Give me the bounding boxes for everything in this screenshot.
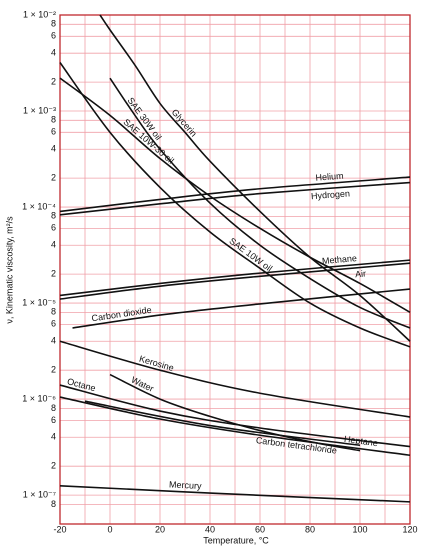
y-tick-label: 6: [51, 127, 56, 137]
series-label: Methane: [322, 253, 358, 266]
line-series: [84, 400, 361, 447]
y-tick-label: 2: [51, 365, 56, 375]
y-tick-label: 8: [51, 211, 56, 221]
y-tick-label: 8: [51, 19, 56, 29]
series-label: Mercury: [169, 479, 202, 491]
y-tick-label: 6: [51, 415, 56, 425]
plot-frame: [59, 14, 411, 525]
y-tick-label: 8: [51, 403, 56, 413]
y-tick-label: 4: [51, 336, 56, 346]
x-tick-label: 20: [155, 524, 165, 534]
line-series: [109, 77, 411, 329]
y-tick-label: 4: [51, 240, 56, 250]
y-tick-label: 2: [51, 173, 56, 183]
line-series: [59, 384, 411, 448]
y-tick-label: 1 × 10⁻⁷: [23, 489, 56, 499]
series-label: Heptane: [343, 434, 378, 448]
x-tick-label: 40: [205, 524, 215, 534]
y-tick-label: 6: [51, 31, 56, 41]
y-tick-label: 6: [51, 223, 56, 233]
series-label: Helium: [315, 171, 344, 183]
line-series: [99, 14, 411, 342]
series-label: SAE 10W oil: [227, 236, 274, 274]
x-tick-label: -20: [53, 524, 66, 534]
series-label: Glycerin: [170, 107, 199, 139]
y-tick-label: 6: [51, 319, 56, 329]
line-series: [59, 181, 411, 216]
y-tick-label: 2: [51, 76, 56, 86]
line-series: [59, 484, 411, 503]
y-tick-label: 1 × 10⁻⁶: [22, 393, 56, 403]
line-series: [59, 62, 411, 348]
y-tick-label: 8: [51, 115, 56, 125]
x-tick-label: 60: [255, 524, 265, 534]
line-series: [59, 77, 411, 314]
y-tick-label: 4: [51, 144, 56, 154]
line-series: [59, 259, 411, 297]
line-series: [72, 288, 411, 329]
line-series: [59, 340, 411, 418]
y-axis-label: ν, Kinematic viscosity, m²/s: [4, 216, 14, 324]
series-label: Air: [355, 268, 367, 279]
x-tick-label: 0: [107, 524, 112, 534]
x-axis-label: Temperature, °C: [203, 535, 269, 545]
line-series: [59, 396, 411, 457]
x-tick-label: 100: [352, 524, 367, 534]
series-label: Hydrogen: [311, 188, 351, 201]
y-tick-label: 4: [51, 432, 56, 442]
y-tick-label: 1 × 10⁻²: [23, 9, 56, 19]
x-tick-label: 120: [402, 524, 417, 534]
y-tick-label: 8: [51, 499, 56, 509]
y-tick-label: 1 × 10⁻⁵: [22, 297, 56, 307]
line-series: [59, 262, 411, 300]
line-series: [59, 176, 411, 213]
y-tick-label: 8: [51, 307, 56, 317]
y-tick-label: 4: [51, 48, 56, 58]
x-tick-label: 80: [305, 524, 315, 534]
y-tick-label: 1 × 10⁻³: [23, 105, 56, 115]
y-tick-label: 2: [51, 461, 56, 471]
y-tick-label: 2: [51, 269, 56, 279]
y-tick-label: 1 × 10⁻⁴: [22, 201, 56, 211]
